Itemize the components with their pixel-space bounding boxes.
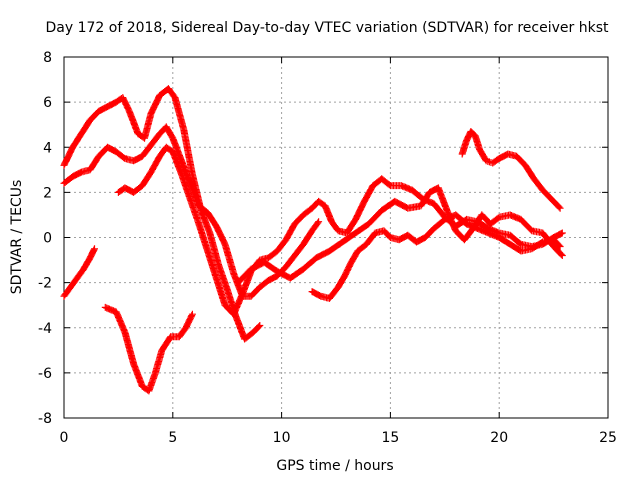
axis-ticks: 0 5 10 15 20 25 -8 -6 -4 -2 0 2 4 6 8 <box>38 50 617 446</box>
x-tick-label: 20 <box>490 430 508 446</box>
x-tick-label: 10 <box>273 430 291 446</box>
y-tick-label: 4 <box>43 140 52 156</box>
series-track-1 <box>60 245 98 300</box>
series-track-7 <box>308 211 564 302</box>
x-tick-label: 0 <box>60 430 69 446</box>
series-track-6 <box>234 184 566 287</box>
y-tick-label: -8 <box>38 411 52 427</box>
y-axis-label: SDTVAR / TECUs <box>9 180 25 295</box>
x-axis-label: GPS time / hours <box>276 458 393 474</box>
series-track-3 <box>60 123 323 300</box>
x-tick-label: 5 <box>168 430 177 446</box>
x-tick-label: 25 <box>599 430 617 446</box>
chart-title: Day 172 of 2018, Sidereal Day-to-day VTE… <box>46 20 609 36</box>
y-tick-label: 2 <box>43 185 52 201</box>
data-series <box>60 85 566 395</box>
y-tick-label: 0 <box>43 231 52 247</box>
series-track-8 <box>458 128 564 212</box>
series-track-5 <box>101 303 196 395</box>
y-tick-label: -6 <box>38 366 52 382</box>
y-tick-label: -4 <box>38 321 52 337</box>
x-tick-label: 15 <box>381 430 399 446</box>
y-tick-label: -2 <box>38 276 52 292</box>
y-tick-label: 6 <box>43 95 52 111</box>
y-tick-label: 8 <box>43 50 52 66</box>
